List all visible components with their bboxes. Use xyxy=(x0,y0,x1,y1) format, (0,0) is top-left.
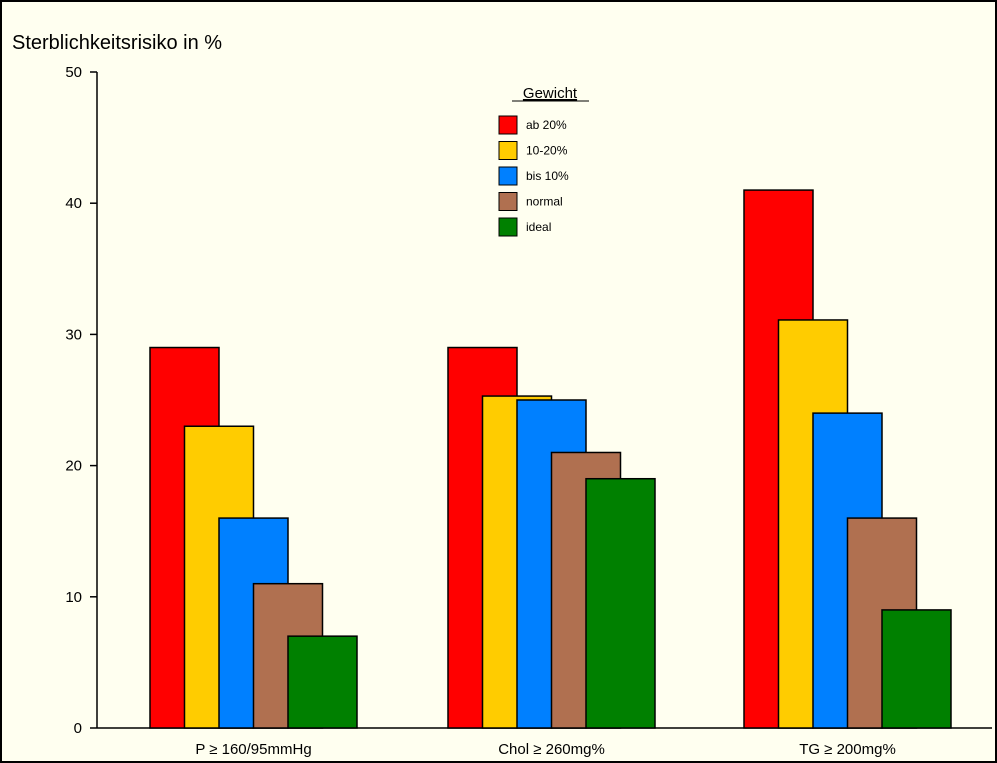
legend: Gewicht ab 20% 10-20% bis 10% normal ideal xyxy=(498,85,589,237)
bar xyxy=(585,477,656,729)
x-category-label: TG ≥ 200mg% xyxy=(799,741,896,758)
x-category-label: Chol ≥ 260mg% xyxy=(498,741,605,758)
legend-swatch xyxy=(498,141,518,160)
bars xyxy=(149,189,952,729)
x-labels: P ≥ 160/95mmHg Chol ≥ 260mg% TG ≥ 200mg% xyxy=(195,741,895,758)
bar xyxy=(881,609,952,729)
bar xyxy=(287,635,358,729)
y-tick-label: 20 xyxy=(65,458,82,475)
legend-swatch xyxy=(498,217,518,237)
legend-label: bis 10% xyxy=(526,169,569,183)
x-category-label: P ≥ 160/95mmHg xyxy=(195,741,311,758)
y-ticks: 0 10 20 30 40 50 xyxy=(65,64,97,737)
legend-label: normal xyxy=(526,195,563,209)
legend-label: ab 20% xyxy=(526,118,567,132)
y-tick-label: 10 xyxy=(65,589,82,606)
legend-title: Gewicht xyxy=(523,85,578,102)
y-axis-title: Sterblichkeitsrisiko in % xyxy=(12,32,222,54)
y-tick-label: 30 xyxy=(65,326,82,343)
y-tick-label: 40 xyxy=(65,195,82,212)
legend-label: 10-20% xyxy=(526,144,568,158)
legend-swatch xyxy=(498,192,518,211)
y-tick-label: 0 xyxy=(74,720,82,737)
legend-swatch xyxy=(498,166,518,186)
legend-label: ideal xyxy=(526,220,551,234)
y-tick-label: 50 xyxy=(65,64,82,81)
legend-swatch xyxy=(498,115,518,135)
